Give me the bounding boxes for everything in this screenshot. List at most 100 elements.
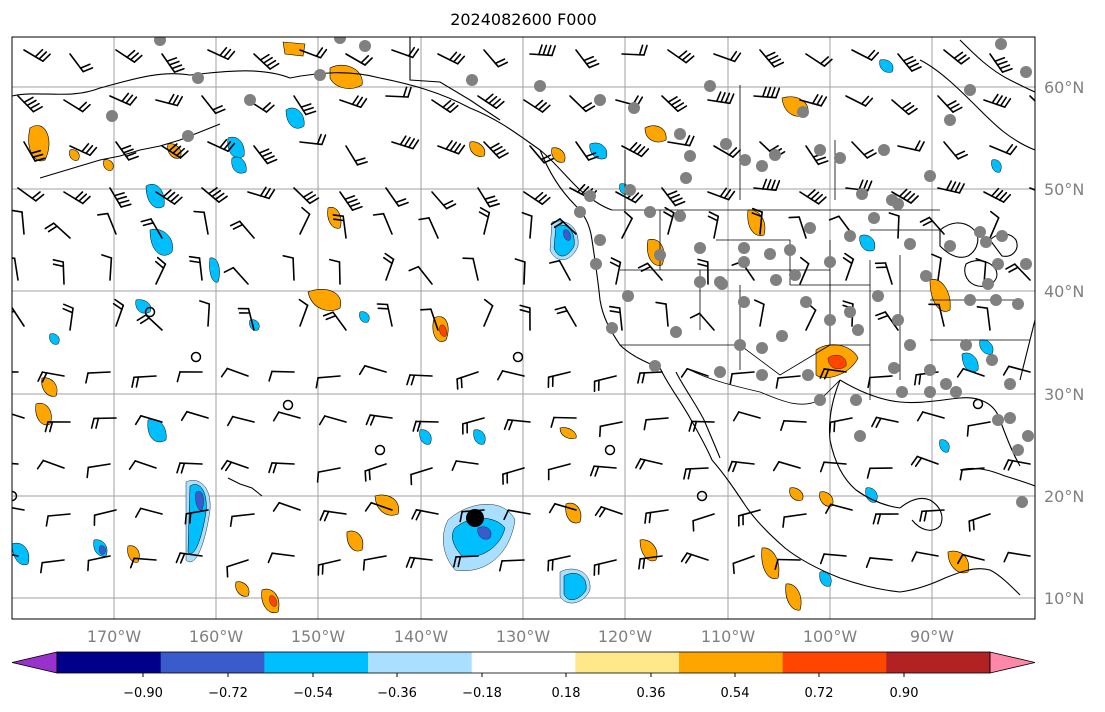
wind-barb <box>1003 551 1031 563</box>
wind-barb <box>732 411 761 422</box>
wind-barbs <box>12 44 1035 578</box>
wind-barb <box>12 371 19 373</box>
wind-barb <box>819 368 847 380</box>
wind-barb <box>39 559 65 574</box>
wind-barb <box>207 46 236 61</box>
wind-barb <box>461 417 485 435</box>
station-dot <box>964 84 976 96</box>
wind-barb <box>63 191 91 205</box>
station-dot <box>924 364 936 376</box>
wind-barb <box>842 252 855 281</box>
wind-barb <box>299 133 327 146</box>
wind-barb <box>237 307 255 331</box>
wind-barb <box>112 298 125 327</box>
station-dot <box>995 38 1007 50</box>
wind-barb <box>176 462 203 474</box>
station-dot <box>770 274 782 286</box>
station-dot <box>844 230 856 242</box>
station-dot <box>892 314 904 326</box>
wind-barb <box>1002 365 1031 376</box>
wind-barb <box>227 415 255 427</box>
wind-barb <box>689 312 715 331</box>
wind-barb <box>115 141 139 161</box>
wind-barb <box>345 145 368 166</box>
station-dot <box>886 194 898 206</box>
wind-barb <box>521 211 533 239</box>
colorbar-tick-label: −0.72 <box>208 686 248 701</box>
wind-barb <box>322 311 347 331</box>
wind-barb <box>86 463 111 479</box>
wind-barb <box>69 53 94 73</box>
station-dot <box>769 149 781 161</box>
station-dot <box>940 378 952 390</box>
wind-barb <box>937 180 965 194</box>
station-dot <box>594 234 606 246</box>
wind-barb <box>824 503 853 514</box>
wind-barb <box>364 501 393 512</box>
wind-barb <box>176 371 203 383</box>
wind-barb <box>229 513 255 528</box>
wind-barb <box>483 141 509 159</box>
wind-barb <box>411 508 439 521</box>
wind-barb <box>223 266 249 285</box>
wind-barb <box>713 50 742 63</box>
wind-barb <box>575 49 600 69</box>
wind-barb <box>23 141 46 162</box>
lon-label: 170°W <box>87 627 142 646</box>
wind-barb <box>12 554 19 557</box>
wind-barb <box>621 142 650 158</box>
wind-barb <box>136 314 163 331</box>
wind-barb <box>282 255 295 281</box>
lon-label: 130°W <box>496 627 551 646</box>
wind-barb <box>1005 263 1031 281</box>
wind-barb <box>115 49 143 63</box>
wind-barb <box>514 258 526 285</box>
station-dot <box>628 102 640 114</box>
wind-barb <box>928 303 945 327</box>
colorbar-tick-label: −0.54 <box>293 686 333 701</box>
coastlines <box>12 37 1035 596</box>
station-dot <box>106 110 118 122</box>
wind-barb <box>17 95 43 113</box>
wind-barb <box>548 502 577 514</box>
wind-barb <box>199 300 211 327</box>
wind-barb <box>365 414 393 426</box>
station-dot <box>756 342 768 354</box>
borders <box>612 85 1030 405</box>
wind-barb <box>97 212 117 235</box>
wind-barb <box>135 507 163 518</box>
wind-barb <box>637 262 663 281</box>
colorbar-segment <box>575 652 680 673</box>
wind-barb <box>109 92 138 106</box>
wind-barb <box>129 557 157 569</box>
wind-barb <box>319 510 347 522</box>
wind-barb <box>707 187 736 201</box>
wind-barb <box>780 419 807 432</box>
station-dots <box>106 37 1034 508</box>
station-dot <box>802 369 814 381</box>
station-dot <box>739 154 751 166</box>
wind-barb <box>737 509 761 527</box>
wind-barb <box>866 467 893 479</box>
station-dot <box>622 290 634 302</box>
wind-barb <box>707 211 720 239</box>
colorbar-tick-label: 0.90 <box>890 686 919 701</box>
wind-barb <box>727 460 755 473</box>
wind-barb <box>621 44 648 56</box>
station-dot <box>888 362 900 374</box>
wind-barb <box>391 135 420 150</box>
wind-barb <box>155 256 167 285</box>
colorbar-segment <box>886 652 991 673</box>
wind-barb <box>131 375 157 388</box>
station-dot <box>814 394 826 406</box>
wind-barb <box>891 99 918 116</box>
wind-barb <box>593 375 617 393</box>
wind-barb <box>193 210 209 235</box>
station-dot <box>944 240 956 252</box>
wind-barb <box>101 254 113 281</box>
wind-barb <box>707 91 735 105</box>
wind-barb <box>661 95 688 112</box>
wind-barb <box>12 506 25 511</box>
wind-barb <box>339 191 363 211</box>
station-dot <box>756 369 768 381</box>
